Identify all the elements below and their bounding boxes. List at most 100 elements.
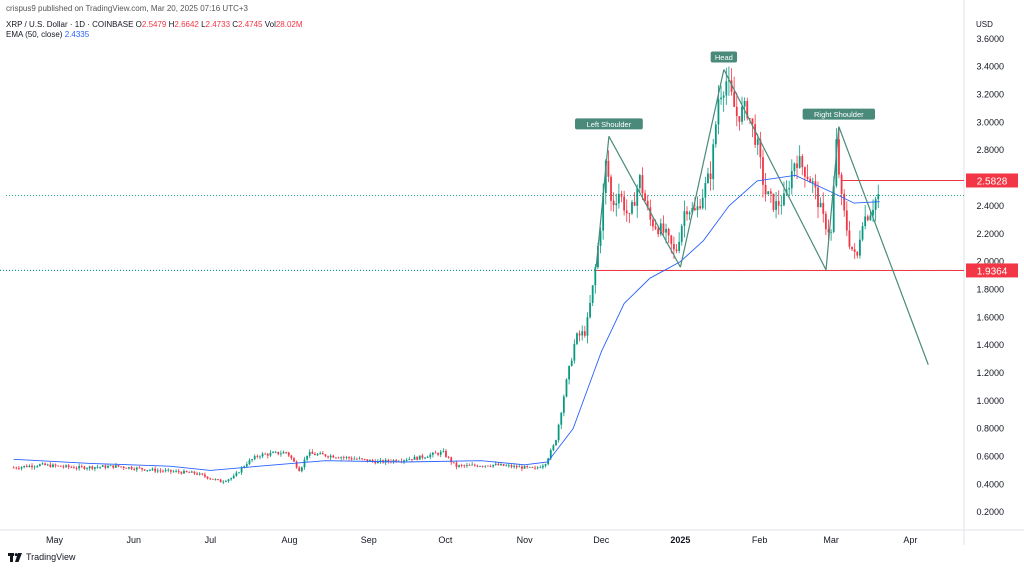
candle-body: [269, 452, 272, 456]
candle-body: [183, 470, 185, 474]
candle-body: [277, 451, 280, 455]
candle-body: [746, 101, 749, 119]
footer-brand-label: TradingView: [26, 552, 76, 562]
candle-body: [811, 181, 814, 183]
candle-body: [701, 197, 704, 209]
x-tick-label: Sep: [361, 535, 377, 545]
candle-body: [859, 239, 861, 256]
x-tick-label: May: [46, 535, 64, 545]
candle-body: [169, 469, 172, 472]
candle-body: [101, 465, 104, 467]
candle-body: [505, 465, 508, 467]
y-tick-label: 1.8000: [976, 284, 1004, 294]
candle-body: [675, 249, 678, 251]
candle-body: [518, 466, 521, 468]
candle-body: [455, 462, 458, 467]
candle-body: [180, 472, 183, 474]
candle-body: [369, 460, 371, 462]
candle-body: [562, 396, 565, 413]
candle-body: [114, 465, 117, 468]
candle-body: [439, 451, 442, 455]
candle-body: [222, 481, 225, 483]
candle-body: [602, 192, 605, 231]
y-tick-label: 2.8000: [976, 145, 1004, 155]
ema-legend[interactable]: EMA (50, close) 2.4335: [6, 30, 89, 39]
candle-body: [348, 456, 350, 459]
candle-body: [70, 466, 73, 468]
candle-body: [458, 465, 460, 467]
candle-body: [224, 481, 227, 482]
candle-body: [549, 450, 552, 459]
candle-body: [188, 472, 191, 473]
candle-body: [507, 465, 510, 467]
candle-body: [146, 470, 149, 471]
candle-body: [680, 226, 683, 242]
candle-body: [452, 462, 455, 464]
candle-body: [80, 466, 83, 467]
candle-body: [610, 176, 612, 201]
x-tick-label: Feb: [752, 535, 768, 545]
ema-line: [13, 174, 880, 471]
candle-body: [793, 163, 796, 172]
candle-body: [298, 467, 301, 472]
y-tick-label: 2.4000: [976, 201, 1004, 211]
candle-body: [243, 466, 246, 468]
candle-body: [159, 470, 162, 472]
x-tick-label: Aug: [282, 535, 298, 545]
candle-body: [143, 469, 146, 471]
candle-body: [824, 213, 827, 230]
candle-body: [149, 469, 151, 471]
candle-body: [699, 206, 702, 209]
candle-body: [280, 453, 282, 455]
candle-body: [426, 457, 429, 458]
candle-body: [486, 465, 489, 467]
candle-body: [335, 457, 337, 459]
candle-body: [484, 465, 487, 467]
candle-body: [211, 478, 214, 480]
footer-brand[interactable]: TradingView: [8, 552, 76, 562]
candle-body: [775, 201, 777, 210]
candle-body: [806, 176, 809, 179]
low-value: 2.4733: [205, 20, 231, 29]
candle-body: [741, 106, 743, 122]
candle-body: [38, 464, 41, 467]
candle-body: [764, 184, 767, 195]
candle-body: [264, 453, 267, 455]
symbol-legend[interactable]: XRP / U.S. Dollar · 1D · COINBASE O2.547…: [6, 20, 303, 29]
candle-body: [728, 80, 730, 82]
candle-body: [33, 466, 36, 468]
volume-value: 28.02M: [275, 20, 303, 29]
candle-body: [285, 452, 288, 454]
candle-body: [20, 467, 23, 469]
candle-body: [314, 453, 316, 456]
candle-body: [780, 205, 783, 207]
candle-body: [59, 465, 62, 467]
candle-body: [384, 459, 387, 463]
candle-body: [418, 455, 421, 460]
y-tick-label: 3.0000: [976, 117, 1004, 127]
candle-body: [521, 466, 523, 469]
published-caption: crispus9 published on TradingView.com, M…: [6, 4, 248, 13]
candle-body: [120, 466, 122, 468]
candle-body: [481, 466, 484, 468]
candle-body: [725, 81, 728, 96]
symbol-name: XRP / U.S. Dollar · 1D · COINBASE: [6, 20, 134, 29]
candle-body: [720, 97, 722, 100]
candle-body: [395, 460, 398, 462]
candle-body: [392, 460, 395, 462]
open-value: 2.5479: [141, 20, 167, 29]
candle-body: [872, 209, 874, 216]
candle-body: [693, 208, 696, 211]
candle-body: [625, 210, 628, 214]
candle-body: [442, 451, 445, 452]
candle-body: [620, 193, 623, 197]
candle-body: [552, 445, 555, 451]
candle-body: [57, 465, 60, 467]
candle-body: [604, 160, 607, 193]
candle-body: [287, 452, 290, 456]
y-tick-label: 0.8000: [976, 424, 1004, 434]
candle-body: [445, 451, 447, 457]
candle-body: [353, 458, 356, 460]
pattern-line: [838, 126, 929, 365]
